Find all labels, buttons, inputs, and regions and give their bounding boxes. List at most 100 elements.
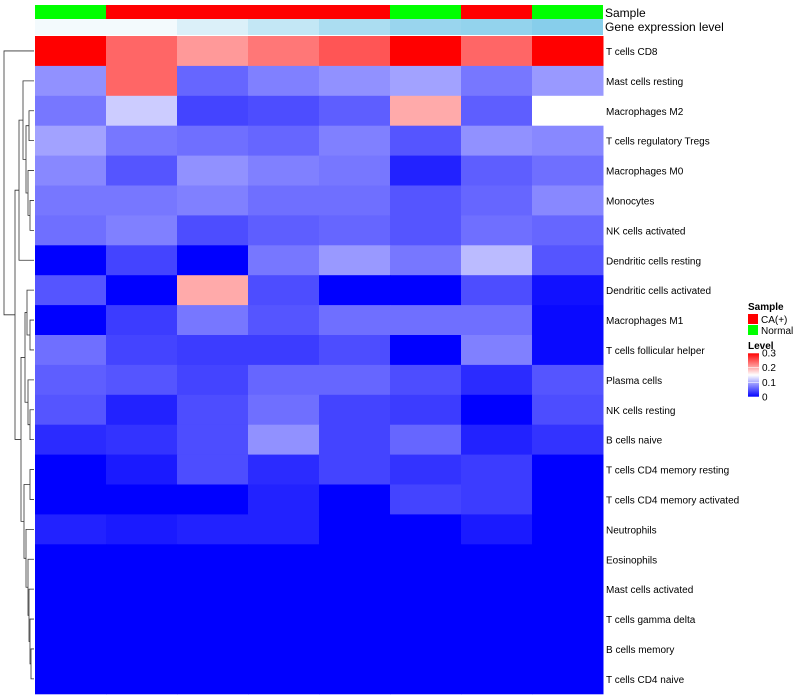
expression-annotation-cell bbox=[319, 19, 390, 35]
heatmap-cell bbox=[248, 125, 320, 157]
heatmap-cell bbox=[390, 65, 462, 97]
heatmap-cell bbox=[35, 245, 107, 276]
heatmap-cell bbox=[248, 454, 320, 485]
heatmap-cell bbox=[319, 36, 391, 67]
heatmap-cell bbox=[35, 125, 107, 157]
heatmap-cell bbox=[177, 424, 249, 456]
row-label: NK cells activated bbox=[606, 226, 685, 237]
heatmap-cell bbox=[390, 604, 462, 635]
heatmap-cell bbox=[106, 305, 178, 336]
heatmap-cell bbox=[319, 544, 391, 575]
heatmap-cell bbox=[461, 245, 533, 276]
row-label: Dendritic cells resting bbox=[606, 256, 701, 267]
sample-annotation-cell bbox=[532, 5, 603, 19]
heatmap-cell bbox=[532, 95, 604, 127]
heatmap-cell bbox=[35, 424, 107, 456]
row-label: T cells gamma delta bbox=[606, 615, 696, 626]
heatmap-cell bbox=[35, 155, 107, 186]
heatmap-cell bbox=[177, 454, 249, 485]
heatmap-cell bbox=[177, 65, 249, 97]
sample-annotation-cell bbox=[319, 5, 390, 19]
row-label: T cells CD4 memory activated bbox=[606, 495, 739, 506]
heatmap-cell bbox=[106, 544, 178, 575]
heatmap-cell bbox=[461, 95, 533, 127]
expression-annotation-cell bbox=[532, 19, 603, 35]
heatmap-cell bbox=[532, 185, 604, 216]
heatmap-cell bbox=[106, 65, 178, 97]
heatmap-cell bbox=[532, 663, 604, 695]
heatmap-cell bbox=[390, 663, 462, 695]
heatmap-cell bbox=[319, 604, 391, 635]
heatmap-cell bbox=[390, 454, 462, 485]
row-label: B cells memory bbox=[606, 645, 674, 656]
heatmap-cell bbox=[532, 424, 604, 456]
row-label: Macrophages M2 bbox=[606, 107, 684, 118]
heatmap-cell bbox=[177, 245, 249, 276]
legend-level-ticks: 0.3 0.2 0.1 0 bbox=[748, 349, 776, 404]
heatmap-cell bbox=[35, 604, 107, 635]
heatmap-cell bbox=[390, 305, 462, 336]
heatmap-cell bbox=[461, 514, 533, 545]
heatmap-cell bbox=[461, 394, 533, 426]
heatmap-cell bbox=[390, 185, 462, 216]
heatmap-cell bbox=[248, 215, 320, 246]
heatmap-cells bbox=[35, 36, 604, 695]
row-label: Monocytes bbox=[606, 196, 654, 207]
heatmap-cell bbox=[106, 215, 178, 246]
legend-tick-label: 0.3 bbox=[762, 349, 776, 360]
heatmap-cell bbox=[177, 514, 249, 545]
row-label: T cells CD4 naive bbox=[606, 675, 685, 686]
heatmap-cell bbox=[319, 454, 391, 485]
heatmap-cell bbox=[106, 454, 178, 485]
heatmap-cell bbox=[461, 454, 533, 485]
legend: Sample CA(+)Normal Level 0.3 0.2 0.1 0 bbox=[748, 302, 793, 404]
heatmap-cell bbox=[461, 574, 533, 605]
heatmap-cell bbox=[106, 95, 178, 127]
heatmap-cell bbox=[177, 36, 249, 67]
heatmap-cell bbox=[35, 215, 107, 246]
heatmap-cell bbox=[319, 484, 391, 515]
row-label: Macrophages M0 bbox=[606, 167, 684, 178]
row-label: Mast cells activated bbox=[606, 585, 693, 596]
heatmap-cell bbox=[248, 36, 320, 67]
heatmap-cell bbox=[532, 484, 604, 515]
expression-annotation-cell bbox=[248, 19, 319, 35]
heatmap-cell bbox=[35, 544, 107, 575]
dendrogram-branch bbox=[25, 528, 34, 588]
expression-annotation-bar bbox=[35, 19, 603, 35]
annotation-title-sample: Sample bbox=[605, 6, 646, 20]
heatmap-cell bbox=[248, 95, 320, 127]
heatmap-cell bbox=[106, 634, 178, 665]
heatmap-cell bbox=[35, 634, 107, 665]
heatmap-cell bbox=[106, 574, 178, 605]
heatmap-cell bbox=[35, 335, 107, 366]
heatmap-cell bbox=[35, 65, 107, 97]
sample-annotation-cell bbox=[390, 5, 461, 19]
heatmap-cell bbox=[532, 335, 604, 366]
row-label: Dendritic cells activated bbox=[606, 286, 711, 297]
heatmap-cell bbox=[106, 484, 178, 515]
sample-annotation-cell bbox=[461, 5, 532, 19]
heatmap-cell bbox=[390, 36, 462, 67]
heatmap-cell bbox=[319, 245, 391, 276]
expression-annotation-cell bbox=[177, 19, 248, 35]
heatmap-cell bbox=[35, 185, 107, 216]
heatmap-cell bbox=[461, 275, 533, 306]
heatmap-cell bbox=[35, 574, 107, 605]
heatmap-cell bbox=[35, 36, 107, 67]
heatmap-cell bbox=[532, 36, 604, 67]
heatmap-cell bbox=[319, 155, 391, 186]
legend-sample-title: Sample bbox=[748, 302, 784, 313]
heatmap-cell bbox=[532, 604, 604, 635]
dendrogram-branch bbox=[27, 379, 34, 426]
heatmap-cell bbox=[35, 95, 107, 127]
dendrogram-branch bbox=[24, 312, 28, 403]
heatmap-cell bbox=[532, 155, 604, 186]
dendrogram-branch bbox=[3, 50, 34, 316]
row-dendrogram bbox=[3, 50, 34, 680]
expression-annotation-cell bbox=[390, 19, 461, 35]
heatmap-cell bbox=[532, 65, 604, 97]
heatmap-cell bbox=[461, 65, 533, 97]
dendrogram-branch bbox=[29, 200, 34, 231]
